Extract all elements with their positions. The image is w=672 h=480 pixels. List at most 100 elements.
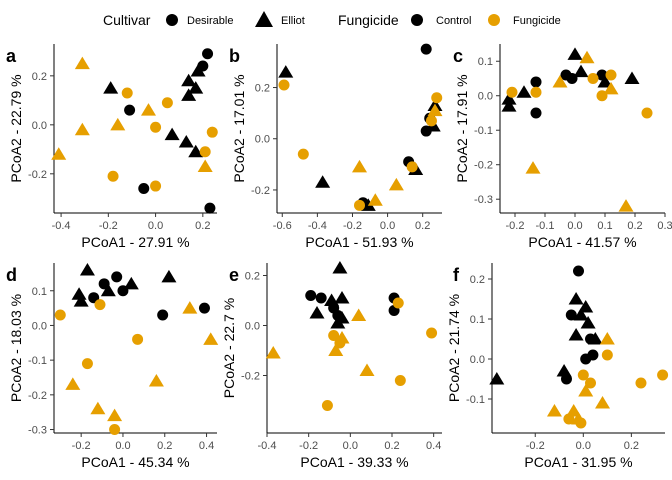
legend-control-label: Control — [436, 15, 471, 27]
point-desirable-fungicide — [641, 107, 653, 119]
point-desirable-fungicide — [563, 413, 575, 425]
x-tick-label: 0.3 — [657, 220, 672, 232]
point-desirable-fungicide — [596, 90, 608, 102]
point-elliot-control — [73, 294, 89, 307]
panel-label-d: d — [6, 265, 17, 285]
point-elliot-control — [587, 332, 603, 345]
legend-desirable-label: Desirable — [187, 15, 233, 27]
point-elliot-control — [567, 47, 583, 60]
x-tick-label: -0.2 — [526, 440, 545, 452]
point-desirable-fungicide — [334, 337, 346, 349]
point-elliot-control — [181, 73, 197, 87]
x-tick-label: 0.2 — [624, 440, 639, 452]
point-elliot-control — [309, 306, 325, 319]
point-elliot-control — [100, 283, 116, 297]
point-elliot-fungicide — [328, 343, 344, 356]
point-elliot-fungicide — [595, 396, 611, 409]
x-tick-label: -0.2 — [72, 440, 91, 452]
point-elliot-fungicide — [579, 50, 595, 64]
legend: Cultivar Desirable Elliot Fungicide Cont… — [103, 11, 561, 28]
point-elliot-control — [556, 364, 572, 377]
panel-label-b: b — [229, 46, 240, 66]
y-axis-title: PCoA2 - 17.01 % — [231, 74, 247, 182]
point-desirable-fungicide — [635, 377, 647, 389]
y-axis-title: PCoA2 - 21.74 % — [446, 294, 462, 402]
point-elliot-control — [123, 276, 139, 290]
point-desirable-fungicide — [94, 299, 106, 311]
y-tick-label: -0.3 — [28, 425, 47, 437]
point-elliot-control — [580, 316, 596, 329]
x-tick-label: 0.0 — [148, 220, 163, 232]
point-desirable-fungicide — [506, 86, 518, 98]
point-elliot-fungicide — [566, 404, 582, 417]
point-elliot-control — [71, 287, 87, 300]
point-elliot-control — [573, 308, 589, 321]
point-elliot-fungicide — [552, 74, 568, 88]
point-elliot-fungicide — [525, 161, 541, 174]
point-desirable-fungicide — [392, 297, 404, 309]
x-tick-label: -0.2 — [343, 220, 362, 232]
point-desirable-fungicide — [605, 69, 617, 81]
point-desirable-control — [420, 125, 432, 137]
y-axis-title: PCoA2 - 17.91 % — [454, 74, 470, 182]
point-elliot-fungicide — [359, 363, 375, 376]
point-desirable-fungicide — [601, 349, 613, 361]
point-elliot-control — [334, 291, 350, 304]
x-axis-title: PCoA1 - 31.95 % — [524, 454, 632, 470]
point-elliot-fungicide — [546, 404, 562, 417]
point-elliot-fungicide — [140, 103, 156, 116]
panel-f: f -0.2 0.0 0.2 -0.1 0.0 0.1 0.2 PCoA1 - 31.95 % P… — [446, 263, 669, 470]
y-tick-label: -0.2 — [28, 169, 47, 181]
legend-control-circle-icon — [411, 14, 423, 26]
x-tick-label: -0.2 — [506, 220, 525, 232]
point-desirable-control — [138, 183, 150, 195]
point-desirable-fungicide — [150, 121, 162, 133]
x-axis-title: PCoA1 - 45.34 % — [81, 454, 189, 470]
point-desirable-fungicide — [132, 333, 144, 345]
point-elliot-control — [164, 127, 180, 141]
point-desirable-fungicide — [577, 369, 589, 381]
panel-label-f: f — [453, 265, 460, 285]
y-tick-label: -0.1 — [466, 394, 485, 406]
y-axis-title: PCoA2 - 22.7 % — [221, 298, 237, 398]
point-desirable-fungicide — [161, 97, 173, 109]
point-elliot-control — [624, 71, 640, 84]
x-tick-label: -0.2 — [99, 220, 118, 232]
point-desirable-fungicide — [657, 369, 669, 381]
point-desirable-control — [530, 107, 542, 119]
x-tick-label: -0.4 — [258, 440, 277, 452]
legend-fungicide-circle-icon — [488, 14, 500, 26]
panel-label-e: e — [229, 265, 239, 285]
point-elliot-fungicide — [197, 159, 213, 172]
y-tick-label: 0.2 — [470, 274, 485, 286]
legend-elliot-triangle-icon — [255, 11, 273, 27]
x-tick-label: -0.2 — [299, 440, 318, 452]
point-desirable-control — [420, 43, 432, 55]
y-tick-label: -0.2 — [251, 185, 270, 197]
x-tick-label: -0.6 — [273, 220, 292, 232]
x-tick-label: 0.0 — [343, 440, 358, 452]
x-tick-label: 0.4 — [199, 440, 214, 452]
x-axis-title: PCoA1 - 27.91 % — [81, 234, 189, 250]
point-elliot-fungicide — [90, 401, 106, 415]
y-tick-label: -0.3 — [474, 194, 493, 206]
legend-fungicide-title: Fungicide — [338, 12, 399, 28]
y-tick-label: 0.0 — [470, 354, 485, 366]
x-tick-label: -0.4 — [52, 220, 71, 232]
point-desirable-control — [198, 302, 210, 314]
y-tick-label: -0.2 — [241, 371, 260, 383]
panels: a -0.4 -0.2 0.0 0.2 -0.2 0.0 0.2 PCoA1 - 27.91 %… — [6, 43, 672, 470]
legend-desirable-circle-icon — [166, 14, 178, 26]
legend-fungicide-label: Fungicide — [513, 15, 561, 27]
x-axis-title: PCoA1 - 39.33 % — [300, 454, 408, 470]
point-desirable-control — [566, 72, 578, 84]
x-tick-label: -0.1 — [536, 220, 555, 232]
point-elliot-control — [501, 92, 517, 105]
y-tick-label: 0.2 — [32, 71, 47, 83]
point-desirable-fungicide — [587, 72, 599, 84]
point-elliot-fungicide — [203, 332, 219, 345]
point-elliot-fungicide — [110, 117, 126, 131]
point-elliot-control — [103, 81, 119, 94]
legend-elliot-label: Elliot — [281, 15, 305, 27]
